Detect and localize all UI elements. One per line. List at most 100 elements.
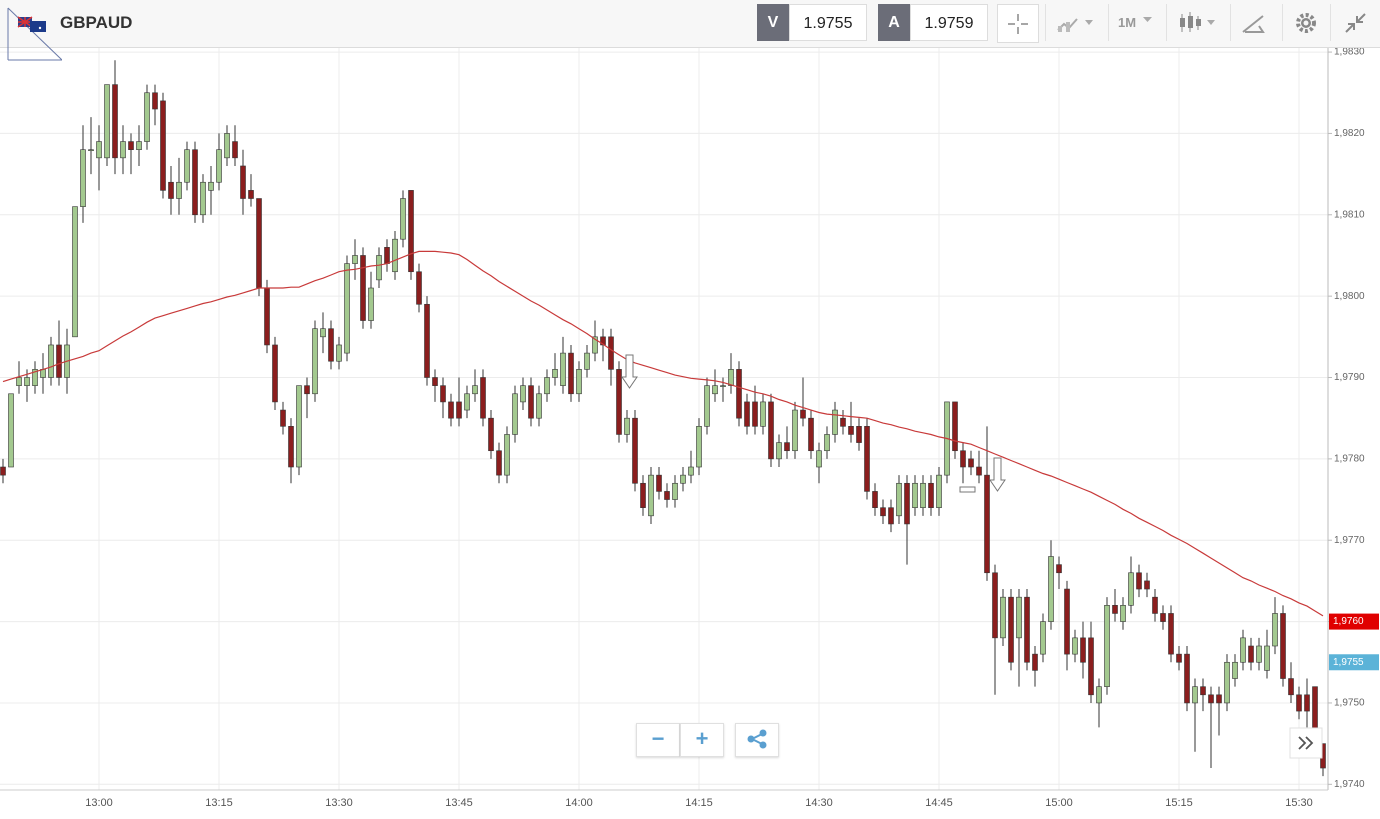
y-tick-label: 1,9830 bbox=[1334, 47, 1365, 58]
candle-body bbox=[1040, 621, 1046, 655]
candle-body bbox=[136, 141, 142, 150]
candle-body bbox=[984, 474, 990, 574]
collapse-button[interactable] bbox=[1330, 4, 1379, 41]
candle-body bbox=[104, 84, 110, 159]
candle-body bbox=[808, 417, 814, 452]
candle-body bbox=[24, 377, 30, 386]
candle-body bbox=[344, 263, 350, 354]
candle-body bbox=[288, 426, 294, 468]
candle-button[interactable] bbox=[1166, 4, 1227, 41]
y-tick-label: 1,9740 bbox=[1334, 779, 1365, 790]
candle-body bbox=[1184, 653, 1190, 704]
gear-icon bbox=[1296, 13, 1316, 33]
candle-body bbox=[208, 181, 214, 191]
y-tick-label: 1,9820 bbox=[1334, 128, 1365, 139]
trade-arrow bbox=[989, 457, 1006, 492]
candle-body bbox=[744, 401, 750, 427]
candle-body bbox=[728, 369, 734, 386]
trade-marker bbox=[959, 486, 976, 493]
moving-average bbox=[2, 250, 1324, 617]
candle-body bbox=[880, 507, 886, 517]
candle-body bbox=[896, 482, 902, 517]
candle-body bbox=[864, 426, 870, 492]
candle-body bbox=[960, 450, 966, 468]
candle-body bbox=[272, 344, 278, 403]
trade-arrow bbox=[621, 354, 638, 389]
bid-price[interactable]: 1.9755 bbox=[789, 4, 867, 41]
candle-body bbox=[632, 417, 638, 484]
symbol: GBPAUD bbox=[60, 13, 133, 32]
share-button[interactable] bbox=[735, 723, 779, 757]
crosshair-button[interactable] bbox=[997, 4, 1039, 43]
candle-body bbox=[336, 344, 342, 362]
candle-body bbox=[1000, 596, 1006, 639]
candle-body bbox=[248, 190, 254, 199]
candle-body bbox=[32, 369, 38, 386]
candle-body bbox=[1120, 605, 1126, 622]
candle-body bbox=[1104, 605, 1110, 687]
candle-body bbox=[1168, 613, 1174, 655]
candle-body bbox=[128, 141, 134, 150]
draw-button[interactable] bbox=[1230, 4, 1279, 41]
candle-body bbox=[600, 336, 606, 346]
candle-body bbox=[408, 190, 414, 273]
candle-body bbox=[1072, 637, 1078, 655]
candle-body bbox=[1256, 645, 1262, 663]
candle-body bbox=[936, 474, 942, 508]
price-marker bbox=[1329, 654, 1379, 671]
settings-button[interactable] bbox=[1282, 4, 1329, 41]
candle-body bbox=[704, 385, 710, 427]
candle-body bbox=[456, 401, 462, 419]
instrument-icon bbox=[7, 7, 62, 61]
candle-body bbox=[736, 369, 742, 419]
y-tick-label: 1,9790 bbox=[1334, 372, 1365, 383]
candle-body bbox=[184, 149, 190, 183]
candle-body bbox=[312, 328, 318, 395]
plot bbox=[0, 48, 1328, 790]
candle-body bbox=[496, 450, 502, 476]
toolbar: GBPAUD V 1.9755 A 1.9759 1M bbox=[0, 0, 1380, 61]
candle-body bbox=[1304, 694, 1310, 712]
candle-body bbox=[680, 474, 686, 484]
candle-body bbox=[320, 328, 326, 338]
x-tick-label: 13:00 bbox=[85, 797, 113, 809]
zoom-in-button[interactable]: + bbox=[680, 723, 724, 757]
scroll-icon bbox=[1298, 736, 1314, 750]
y-tick-label: 1,9800 bbox=[1334, 291, 1365, 302]
candle-body bbox=[72, 206, 78, 338]
chart-type-button[interactable] bbox=[1045, 4, 1104, 41]
candle-body bbox=[224, 133, 230, 159]
candle-body bbox=[432, 377, 438, 386]
x-tick-label: 14:15 bbox=[685, 797, 713, 809]
flag-au bbox=[30, 21, 46, 32]
timeframe: 1M bbox=[1118, 15, 1137, 30]
candle-body bbox=[416, 271, 422, 305]
candle-body bbox=[440, 385, 446, 403]
y-tick-label: 1,9780 bbox=[1334, 454, 1365, 465]
candle-body bbox=[360, 255, 366, 321]
candle-body bbox=[1032, 653, 1038, 671]
candle-body bbox=[904, 482, 910, 525]
crosshair-icon bbox=[1008, 14, 1028, 34]
candle-body bbox=[976, 466, 982, 476]
ask-price[interactable]: 1.9759 bbox=[910, 4, 988, 41]
zoom-out-button[interactable]: − bbox=[636, 723, 680, 757]
candle-body bbox=[1096, 686, 1102, 704]
candle-body bbox=[480, 377, 486, 419]
candle-body bbox=[1048, 556, 1054, 622]
candle-body bbox=[952, 401, 958, 452]
candle-body bbox=[160, 100, 166, 191]
candle-body bbox=[792, 409, 798, 452]
timeframe-button[interactable] bbox=[1108, 4, 1164, 41]
candle-body bbox=[1176, 653, 1182, 663]
bid-label[interactable]: V bbox=[757, 4, 789, 41]
x-tick-label: 14:00 bbox=[565, 797, 593, 809]
candle-body bbox=[448, 401, 454, 419]
candle-body bbox=[856, 426, 862, 443]
candle-body bbox=[1224, 661, 1230, 704]
candle-body bbox=[816, 450, 822, 468]
candle-body bbox=[512, 393, 518, 435]
ask-label[interactable]: A bbox=[878, 4, 910, 41]
